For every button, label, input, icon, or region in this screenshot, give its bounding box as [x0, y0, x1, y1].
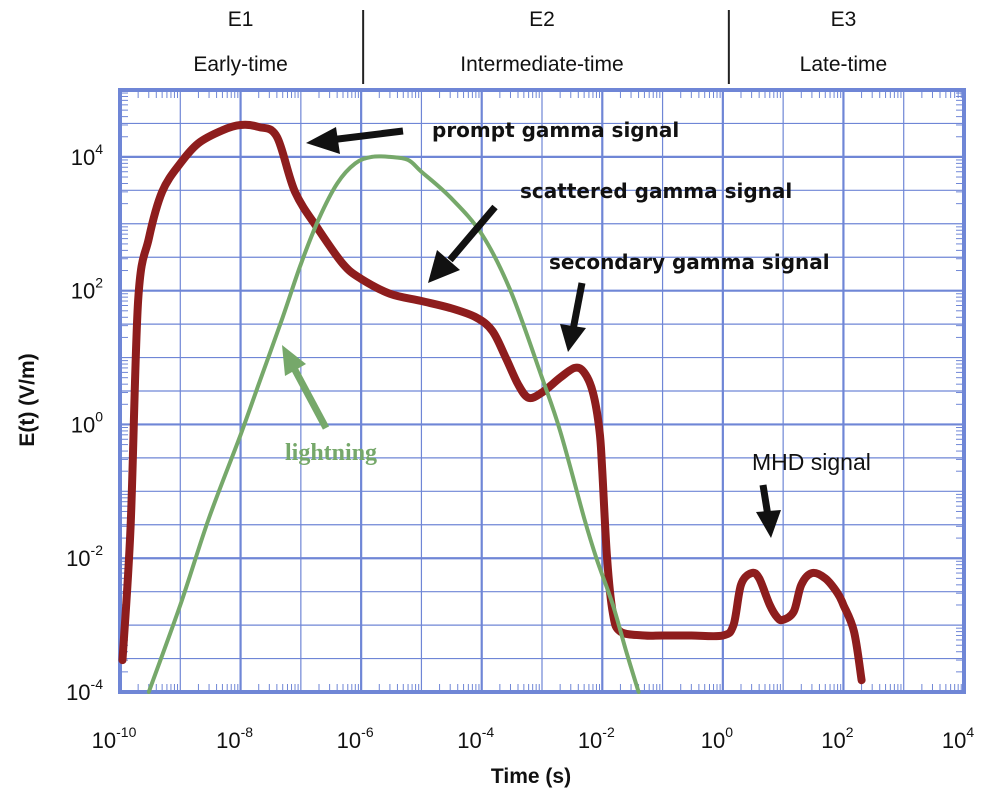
prompt-arrow: [329, 127, 404, 144]
y-tick-label: 102: [71, 275, 103, 304]
x-tick-label: 104: [942, 724, 974, 753]
x-tick-label: 10-6: [337, 724, 374, 753]
region-code: E1: [228, 8, 254, 31]
lightning-label: lightning: [285, 440, 377, 466]
annotations: prompt gamma signal scattered gamma sign…: [282, 118, 871, 538]
plot-area: [118, 88, 966, 694]
mhd-arrow-head: [756, 510, 781, 538]
mhd-label: MHD signal: [752, 449, 871, 475]
frame-ticks: [120, 90, 964, 692]
prompt-gamma-label: prompt gamma signal: [432, 118, 679, 142]
grid-minor: [120, 89, 964, 692]
lightning-arrow-head: [282, 345, 306, 376]
y-tick-labels: 104 102 100 10-2 10-4: [66, 141, 103, 705]
region-name: Early-time: [193, 53, 288, 76]
region-name: Late-time: [800, 53, 888, 76]
x-tick-label: 10-8: [216, 724, 253, 753]
region-header: E1 Early-time E2 Intermediate-time E3 Late-ti…: [193, 8, 887, 84]
secondary-arrow: [569, 282, 586, 331]
y-tick-label: 104: [71, 141, 103, 170]
region-code: E2: [529, 8, 555, 31]
prompt-arrow-head: [306, 127, 340, 154]
lightning-arrow: [291, 368, 330, 430]
series-line-green: [146, 154, 641, 694]
scattered-arrow: [447, 204, 498, 263]
series-line-red: [118, 120, 866, 685]
region-name: Intermediate-time: [460, 53, 623, 76]
secondary-gamma-label: secondary gamma signal: [549, 250, 830, 274]
mhd-arrow: [759, 484, 772, 517]
x-tick-label: 102: [821, 724, 853, 753]
series-layer: [118, 120, 866, 694]
y-tick-label: 100: [71, 408, 103, 437]
grid-major: [118, 90, 966, 694]
y-tick-label: 10-4: [66, 676, 103, 705]
x-axis-title: Time (s): [491, 765, 571, 788]
scattered-gamma-label: scattered gamma signal: [520, 179, 792, 203]
x-tick-labels: 10-10 10-8 10-6 10-4 10-2 100 102 104: [92, 724, 975, 753]
region-code: E3: [831, 8, 857, 31]
x-tick-label: 10-2: [578, 724, 615, 753]
x-tick-label: 10-10: [92, 724, 137, 753]
scattered-arrow-head: [428, 250, 460, 283]
x-tick-label: 10-4: [457, 724, 494, 753]
x-tick-label: 100: [701, 724, 733, 753]
y-tick-label: 10-2: [66, 542, 103, 571]
y-axis-title: E(t) (V/m): [16, 353, 39, 446]
secondary-arrow-head: [560, 324, 586, 352]
